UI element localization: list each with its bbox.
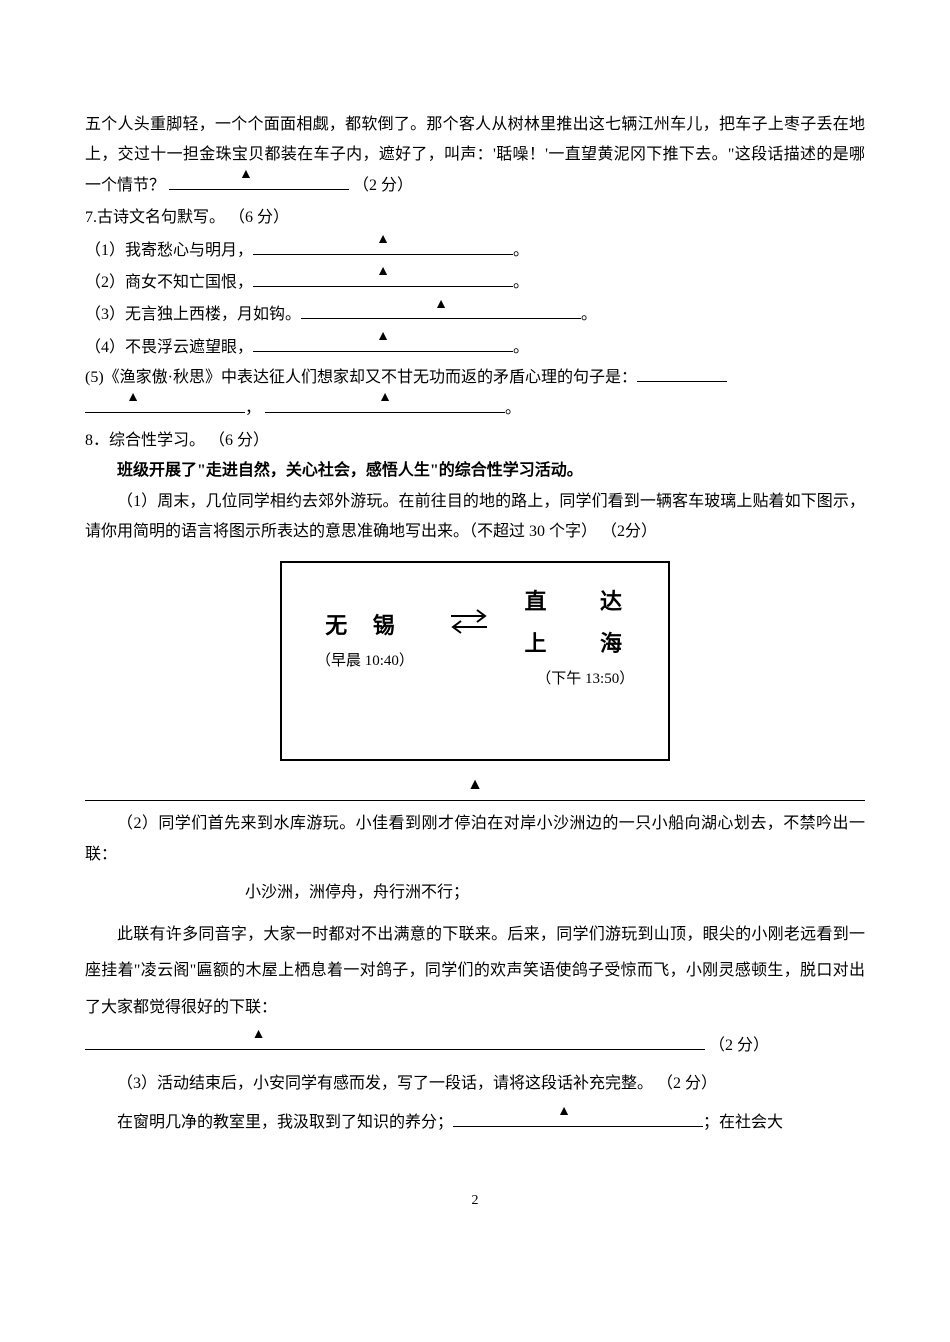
blank-marker-icon: ▲: [434, 292, 448, 319]
q8-part1-answer-blank[interactable]: ▲: [85, 779, 865, 801]
q8-part1: （1）周末，几位同学相约去郊外游玩。在前往目的地的路上，同学们看到一辆客车玻璃上…: [85, 487, 865, 548]
q8-part2: （2）同学们首先来到水库游玩。小佳看到刚才停泊在对岸小沙洲边的一只小船向湖心划去…: [85, 809, 865, 870]
q7-item5-comma: ，: [245, 400, 261, 417]
q8-part3-line2-pre: 在窗明几净的教室里，我汲取到了知识的养分；: [117, 1114, 453, 1131]
passage-blank[interactable]: ▲: [239, 189, 349, 190]
q7-item-label: （4）不畏浮云遮望眼，: [85, 339, 253, 356]
q7-item-tail: 。: [581, 306, 597, 323]
sign-zhida: 直 达: [524, 581, 646, 623]
q8-part3-score: （2 分）: [657, 1075, 717, 1092]
q8-part3-line2-tail: ；在社会大: [703, 1114, 783, 1131]
sign-right-city: 上 海: [524, 623, 646, 665]
q7-item-1: （1）我寄愁心与明月，▲。: [85, 236, 865, 266]
q7-blank-3[interactable]: ▲: [301, 318, 581, 319]
page-number: 2: [85, 1188, 865, 1215]
q8-part3-line2: 在窗明几净的教室里，我汲取到了知识的养分；▲；在社会大: [85, 1108, 865, 1138]
q7-blank-5-wrap: [637, 381, 727, 382]
q8-title-row: 8．综合性学习。 （6 分）: [85, 426, 865, 456]
blank-marker-icon: ▲: [376, 324, 390, 351]
q7-blank-5a[interactable]: ▲: [85, 412, 245, 413]
blank-marker-icon: ▲: [378, 385, 392, 412]
q7-blank-4[interactable]: ▲: [253, 351, 513, 352]
blank-marker-icon: ▲: [376, 259, 390, 286]
sign-row: 无 锡 （早晨 10:40） 直 达 上 海 （下午 13:50）: [296, 581, 654, 693]
q7-blank-1[interactable]: ▲: [253, 254, 513, 255]
blank-marker-icon: ▲: [525, 1099, 571, 1126]
q8-part3-text: （3）活动结束后，小安同学有感而发，写了一段话，请将这段话补充完整。: [117, 1075, 653, 1092]
sign-right-block: 直 达 上 海 （下午 13:50）: [524, 581, 654, 693]
q8-part3-blank[interactable]: ▲: [453, 1126, 703, 1127]
q7-item-3: （3）无言独上西楼，月如钩。▲。: [85, 300, 865, 330]
q8-part2-text: （2）同学们首先来到水库游玩。小佳看到刚才停泊在对岸小沙洲边的一只小船向湖心划去…: [85, 815, 865, 862]
q7-blank-2[interactable]: ▲: [253, 286, 513, 287]
q8-title: 8．综合性学习。: [85, 432, 205, 449]
sign-left-city: 无 锡: [316, 605, 414, 647]
passage-body: 五个人头重脚轻，一个个面面相觑，都软倒了。那个客人从树林里推出这七辆江州车儿，把…: [85, 116, 865, 194]
q8-score: （6 分）: [209, 432, 269, 449]
blank-marker-icon: ▲: [376, 227, 390, 254]
q7-item-5: (5)《渔家傲·秋思》中表达征人们想家却又不甘无功而返的矛盾心理的句子是： ▲，…: [85, 363, 865, 424]
q7-item-4: （4）不畏浮云遮望眼，▲。: [85, 333, 865, 363]
q7-item-tail: 。: [513, 339, 529, 356]
couplet-upper: 小沙洲，洲停舟，舟行洲不行；: [85, 878, 865, 908]
q8-part3: （3）活动结束后，小安同学有感而发，写了一段话，请将这段话补充完整。 （2 分）: [85, 1069, 865, 1099]
q8-heading: 班级开展了"走进自然，关心社会，感悟人生"的综合性学习活动。: [85, 456, 865, 486]
q7-item5-tail: 。: [505, 400, 521, 417]
bus-sign-container: 无 锡 （早晨 10:40） 直 达 上 海 （下午 13:50）: [85, 561, 865, 761]
blank-marker-icon: ▲: [239, 162, 253, 189]
sign-left-block: 无 锡 （早晨 10:40）: [296, 581, 414, 675]
sign-arrows-icon: [449, 599, 489, 649]
q7-item-label: （1）我寄愁心与明月，: [85, 242, 253, 259]
q8-part1-score: （2分）: [601, 523, 657, 540]
q7-title-row: 7.古诗文名句默写。 （6 分）: [85, 203, 865, 233]
q8-part2-score: （2 分）: [709, 1037, 769, 1054]
q8-part2-answer-blank[interactable]: ▲: [85, 1049, 705, 1050]
q7-blank-5b[interactable]: ▲: [265, 412, 505, 413]
blank-short-left: [169, 189, 239, 190]
q7-score: （6 分）: [229, 209, 289, 226]
blank-marker-icon: ▲: [126, 385, 140, 412]
q8-part2-follow: 此联有许多同音字，大家一时都对不出满意的下联来。后来，同学们游玩到山顶，眼尖的小…: [85, 917, 865, 1027]
q7-item-label: （3）无言独上西楼，月如钩。: [85, 306, 301, 323]
bus-sign: 无 锡 （早晨 10:40） 直 达 上 海 （下午 13:50）: [280, 561, 670, 761]
q7-item5-pre: (5)《渔家傲·秋思》中表达征人们想家却又不甘无功而返的矛盾心理的句子是：: [85, 369, 637, 386]
passage-text: 五个人头重脚轻，一个个面面相觑，都软倒了。那个客人从树林里推出这七辆江州车儿，把…: [85, 110, 865, 201]
q8-part1-text: （1）周末，几位同学相约去郊外游玩。在前往目的地的路上，同学们看到一辆客车玻璃上…: [85, 493, 865, 540]
sign-right-time: （下午 13:50）: [524, 665, 646, 694]
q8-part2-answer-row: ▲ （2 分）: [85, 1031, 865, 1061]
sign-left-time: （早晨 10:40）: [316, 647, 414, 676]
blank-marker-icon: ▲: [467, 770, 483, 800]
blank-marker-icon: ▲: [252, 1022, 266, 1049]
q7-item-tail: 。: [513, 242, 529, 259]
q7-item-2: （2）商女不知亡国恨，▲。: [85, 268, 865, 298]
q7-item-tail: 。: [513, 274, 529, 291]
q7-title: 7.古诗文名句默写。: [85, 209, 225, 226]
score-label: （2 分）: [353, 177, 413, 194]
q7-item-label: （2）商女不知亡国恨，: [85, 274, 253, 291]
